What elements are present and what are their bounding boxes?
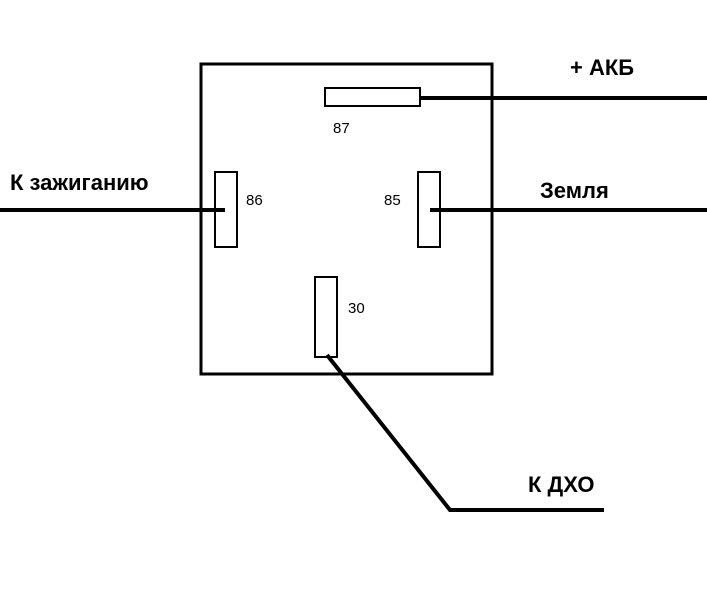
label-drl: К ДХО [528, 472, 594, 498]
label-ground: Земля [540, 178, 609, 204]
label-akb: + АКБ [570, 55, 634, 81]
pin-85-label: 85 [384, 192, 401, 209]
pin-86-label: 86 [246, 192, 263, 209]
pin-30-shape [315, 277, 337, 357]
relay-box [201, 64, 492, 374]
pin-87-label: 87 [333, 120, 350, 137]
relay-diagram [0, 0, 707, 589]
pin-30-label: 30 [348, 300, 365, 317]
label-ignition: К зажиганию [10, 170, 149, 196]
pin-87-shape [325, 88, 420, 106]
